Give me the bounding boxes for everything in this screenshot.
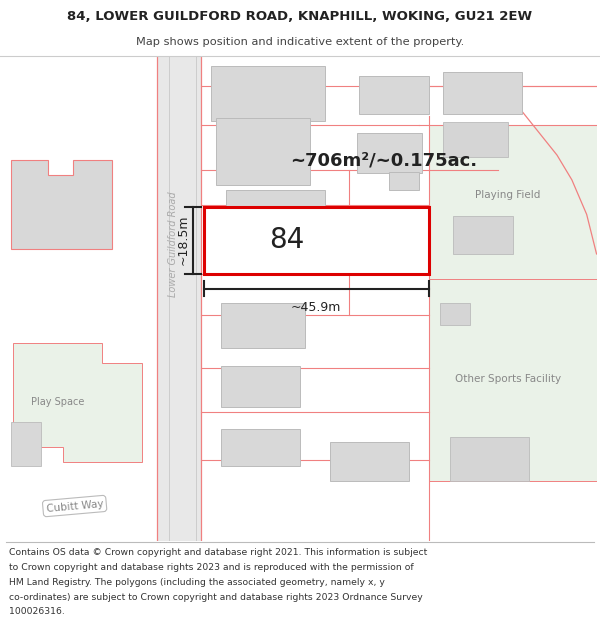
Text: Other Sports Facility: Other Sports Facility	[455, 374, 560, 384]
Bar	[221, 366, 300, 407]
Bar	[221, 303, 305, 348]
Bar	[221, 429, 300, 466]
Bar	[443, 72, 523, 114]
Bar	[329, 442, 409, 481]
Bar	[440, 303, 470, 325]
Bar	[443, 122, 508, 157]
Bar	[216, 118, 310, 185]
Text: ~706m²/~0.175ac.: ~706m²/~0.175ac.	[290, 151, 477, 169]
Text: 84: 84	[269, 226, 304, 254]
Text: Contains OS data © Crown copyright and database right 2021. This information is : Contains OS data © Crown copyright and d…	[9, 548, 427, 558]
Bar	[450, 437, 529, 481]
Bar	[11, 422, 41, 466]
Bar	[359, 76, 428, 114]
Polygon shape	[13, 343, 142, 461]
Text: Map shows position and indicative extent of the property.: Map shows position and indicative extent…	[136, 38, 464, 47]
Text: ~18.5m: ~18.5m	[176, 215, 189, 266]
Text: co-ordinates) are subject to Crown copyright and database rights 2023 Ordnance S: co-ordinates) are subject to Crown copyr…	[9, 592, 423, 601]
Bar	[428, 126, 596, 481]
Bar	[157, 56, 201, 541]
Bar	[358, 133, 422, 173]
Text: Playing Field: Playing Field	[475, 189, 540, 199]
Text: 84, LOWER GUILDFORD ROAD, KNAPHILL, WOKING, GU21 2EW: 84, LOWER GUILDFORD ROAD, KNAPHILL, WOKI…	[67, 11, 533, 23]
Bar	[226, 190, 325, 264]
Bar	[389, 172, 419, 190]
Text: ~45.9m: ~45.9m	[291, 301, 341, 314]
Text: Lower Guildford Road: Lower Guildford Road	[169, 191, 178, 297]
Text: to Crown copyright and database rights 2023 and is reproduced with the permissio: to Crown copyright and database rights 2…	[9, 563, 413, 572]
Bar	[204, 206, 428, 274]
Bar	[453, 216, 512, 254]
Text: 100026316.: 100026316.	[9, 608, 65, 616]
Text: Play Space: Play Space	[31, 398, 85, 408]
Text: Cubitt Way: Cubitt Way	[46, 499, 104, 514]
Polygon shape	[11, 160, 112, 249]
Text: HM Land Registry. The polygons (including the associated geometry, namely x, y: HM Land Registry. The polygons (includin…	[9, 578, 385, 587]
Bar	[211, 66, 325, 121]
